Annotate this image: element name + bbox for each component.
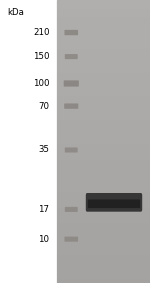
Text: 70: 70 (39, 102, 50, 111)
Bar (57, 0, 150, 283)
FancyBboxPatch shape (65, 207, 78, 212)
FancyBboxPatch shape (65, 147, 78, 153)
FancyBboxPatch shape (88, 200, 140, 208)
Text: 35: 35 (39, 145, 50, 155)
FancyBboxPatch shape (64, 30, 78, 35)
Text: 150: 150 (33, 52, 50, 61)
FancyBboxPatch shape (65, 54, 78, 59)
Text: 17: 17 (39, 205, 50, 214)
FancyBboxPatch shape (64, 80, 79, 87)
Text: kDa: kDa (8, 8, 24, 17)
FancyBboxPatch shape (64, 103, 78, 109)
Text: 100: 100 (33, 79, 50, 88)
FancyBboxPatch shape (64, 237, 78, 242)
Text: 210: 210 (33, 28, 50, 37)
FancyBboxPatch shape (86, 193, 142, 212)
Text: 10: 10 (39, 235, 50, 244)
